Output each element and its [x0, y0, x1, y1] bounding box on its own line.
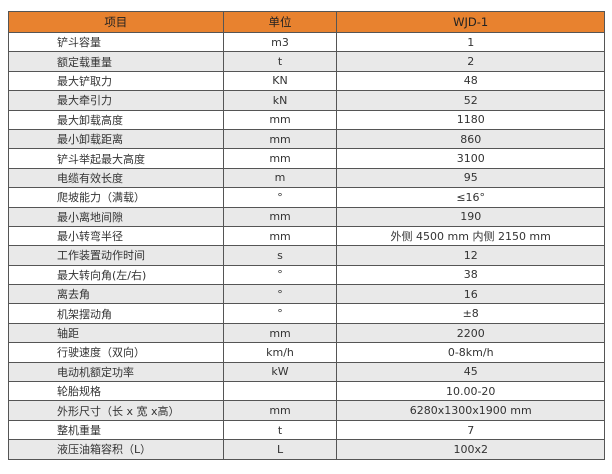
unit-cell: mm [222, 206, 338, 227]
table-row: 液压油箱容积（L） L 100x2 [8, 439, 605, 460]
item-cell: 最小离地间隙 [8, 206, 224, 227]
table-row: 轮胎规格 10.00-20 [8, 381, 605, 402]
value-cell: 2200 [336, 322, 605, 344]
unit-cell: t [222, 51, 338, 72]
value-cell: 16 [336, 284, 605, 305]
header-item: 项目 [8, 11, 224, 33]
item-cell: 机架摆动角 [8, 303, 224, 324]
value-cell: ±8 [336, 303, 605, 324]
table-row: 机架摆动角 ° ±8 [8, 303, 605, 324]
item-cell: 最小卸载距离 [8, 128, 224, 150]
table-row: 工作装置动作时间 s 12 [8, 245, 605, 266]
table-header-row: 项目 单位 WJD-1 [8, 11, 605, 33]
table-row: 最小转弯半径 mm 外侧 4500 mm 内侧 2150 mm [8, 225, 605, 247]
unit-cell: ° [222, 284, 338, 305]
table-row: 爬坡能力（满载） ° ≤16° [8, 187, 605, 208]
unit-cell: mm [222, 109, 338, 130]
unit-cell: mm [222, 148, 338, 169]
item-cell: 最小转弯半径 [8, 225, 224, 247]
value-cell: 100x2 [336, 439, 605, 460]
item-cell: 爬坡能力（满载） [8, 187, 224, 208]
unit-cell: m [222, 167, 338, 189]
value-cell: 7 [336, 419, 605, 441]
unit-cell: KN [222, 70, 338, 92]
value-cell: 2 [336, 51, 605, 72]
item-cell: 电动机额定功率 [8, 361, 224, 383]
item-cell: 电缆有效长度 [8, 167, 224, 189]
value-cell: 0-8km/h [336, 342, 605, 363]
unit-cell: kN [222, 90, 338, 111]
value-cell: 48 [336, 70, 605, 92]
table-row: 外形尺寸（长 x 宽 x高） mm 6280x1300x1900 mm [8, 400, 605, 421]
value-cell: 6280x1300x1900 mm [336, 400, 605, 421]
table-row: 最大卸载高度 mm 1180 [8, 109, 605, 130]
table-row: 电动机额定功率 kW 45 [8, 361, 605, 383]
unit-cell: mm [222, 128, 338, 150]
unit-cell: s [222, 245, 338, 266]
header-model: WJD-1 [336, 11, 605, 33]
unit-cell [222, 381, 338, 402]
value-cell: 95 [336, 167, 605, 189]
table-row: 行驶速度（双向） km/h 0-8km/h [8, 342, 605, 363]
unit-cell: L [222, 439, 338, 460]
item-cell: 液压油箱容积（L） [8, 439, 224, 460]
table-row: 铲斗举起最大高度 mm 3100 [8, 148, 605, 169]
item-cell: 离去角 [8, 284, 224, 305]
table-row: 电缆有效长度 m 95 [8, 167, 605, 189]
header-unit: 单位 [222, 11, 338, 33]
table-body: 铲斗容量 m3 1 额定载重量 t 2 最大铲取力 KN 48 最大牵引力 kN 52 最大卸载高度 mm… [8, 31, 605, 460]
unit-cell: km/h [222, 342, 338, 363]
value-cell: 190 [336, 206, 605, 227]
table-row: 额定载重量 t 2 [8, 51, 605, 72]
value-cell: 45 [336, 361, 605, 383]
unit-cell: ° [222, 303, 338, 324]
unit-cell: mm [222, 322, 338, 344]
table-row: 最大牵引力 kN 52 [8, 90, 605, 111]
table-row: 离去角 ° 16 [8, 284, 605, 305]
table-row: 整机重量 t 7 [8, 419, 605, 441]
value-cell: 10.00-20 [336, 381, 605, 402]
item-cell: 行驶速度（双向） [8, 342, 224, 363]
value-cell: 38 [336, 264, 605, 286]
item-cell: 轮胎规格 [8, 381, 224, 402]
table-row: 最大铲取力 KN 48 [8, 70, 605, 92]
value-cell: 外侧 4500 mm 内侧 2150 mm [336, 225, 605, 247]
value-cell: ≤16° [336, 187, 605, 208]
value-cell: 1 [336, 31, 605, 53]
item-cell: 最大转向角(左/右) [8, 264, 224, 286]
table-row: 铲斗容量 m3 1 [8, 31, 605, 53]
unit-cell: kW [222, 361, 338, 383]
item-cell: 铲斗容量 [8, 31, 224, 53]
unit-cell: ° [222, 264, 338, 286]
item-cell: 铲斗举起最大高度 [8, 148, 224, 169]
table-row: 轴距 mm 2200 [8, 322, 605, 344]
spec-table: 项目 单位 WJD-1 铲斗容量 m3 1 额定载重量 t 2 最大铲取力 KN 48 最大牵引力… [8, 11, 605, 460]
item-cell: 工作装置动作时间 [8, 245, 224, 266]
unit-cell: mm [222, 400, 338, 421]
value-cell: 860 [336, 128, 605, 150]
item-cell: 最大牵引力 [8, 90, 224, 111]
table-row: 最小离地间隙 mm 190 [8, 206, 605, 227]
item-cell: 额定载重量 [8, 51, 224, 72]
value-cell: 52 [336, 90, 605, 111]
value-cell: 12 [336, 245, 605, 266]
unit-cell: mm [222, 225, 338, 247]
item-cell: 整机重量 [8, 419, 224, 441]
value-cell: 3100 [336, 148, 605, 169]
unit-cell: ° [222, 187, 338, 208]
item-cell: 最大铲取力 [8, 70, 224, 92]
table-row: 最小卸载距离 mm 860 [8, 128, 605, 150]
item-cell: 轴距 [8, 322, 224, 344]
value-cell: 1180 [336, 109, 605, 130]
unit-cell: m3 [222, 31, 338, 53]
unit-cell: t [222, 419, 338, 441]
table-row: 最大转向角(左/右) ° 38 [8, 264, 605, 286]
item-cell: 外形尺寸（长 x 宽 x高） [8, 400, 224, 421]
item-cell: 最大卸载高度 [8, 109, 224, 130]
